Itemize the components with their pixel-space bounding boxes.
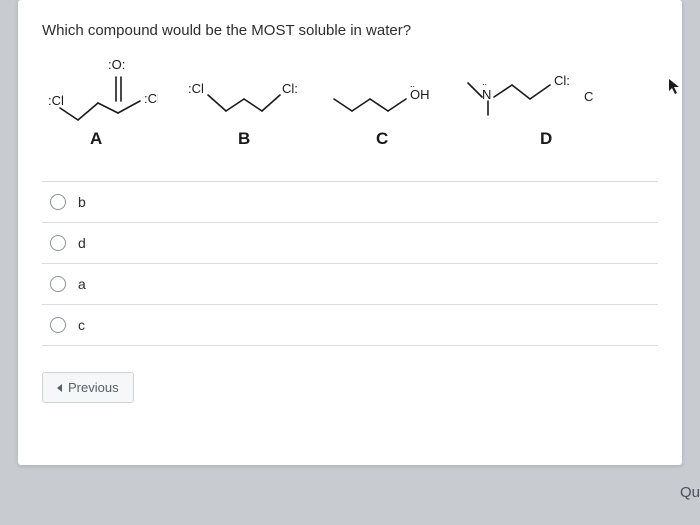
radio-icon[interactable] bbox=[50, 194, 66, 210]
compound-b-label: B bbox=[238, 129, 250, 149]
option-label: d bbox=[78, 235, 86, 251]
radio-icon[interactable] bbox=[50, 317, 66, 333]
compounds-area: :O: :Cl :Cl A :Cl Cl: B bbox=[48, 53, 658, 163]
compound-c: OH .. C bbox=[326, 53, 446, 145]
quiz-panel: Which compound would be the MOST soluble… bbox=[18, 0, 682, 465]
radio-icon[interactable] bbox=[50, 235, 66, 251]
option-label: a bbox=[78, 276, 86, 292]
atom-c: C bbox=[584, 89, 593, 104]
option-row[interactable]: a bbox=[42, 263, 658, 304]
compound-a: :O: :Cl :Cl A bbox=[48, 53, 158, 145]
compound-b: :Cl Cl: B bbox=[186, 53, 306, 145]
next-fragment: Qu bbox=[680, 484, 700, 501]
compound-c-label: C bbox=[376, 129, 388, 149]
lone-pair: .. bbox=[410, 79, 415, 89]
atom-cl: :Cl bbox=[48, 93, 64, 108]
atom-oh: OH bbox=[410, 87, 430, 102]
previous-button-label: Previous bbox=[68, 380, 119, 395]
chevron-left-icon bbox=[57, 384, 62, 392]
compound-d: N .. Cl: C D bbox=[458, 53, 618, 145]
compound-d-label: D bbox=[540, 129, 552, 149]
option-row[interactable]: d bbox=[42, 222, 658, 263]
question-text: Which compound would be the MOST soluble… bbox=[42, 22, 658, 39]
atom-cl2: :Cl bbox=[144, 91, 158, 106]
atom-o: :O: bbox=[108, 57, 125, 72]
option-label: c bbox=[78, 317, 85, 333]
previous-button[interactable]: Previous bbox=[42, 372, 134, 403]
option-label: b bbox=[78, 194, 86, 210]
options-list: b d a c bbox=[42, 181, 658, 346]
cursor-icon bbox=[668, 78, 682, 96]
atom-n: N bbox=[482, 87, 491, 102]
compound-a-label: A bbox=[90, 129, 102, 149]
atom-cl1: :Cl bbox=[188, 81, 204, 96]
atom-cl2: Cl: bbox=[282, 81, 298, 96]
radio-icon[interactable] bbox=[50, 276, 66, 292]
lone-pair-n: .. bbox=[482, 77, 487, 87]
option-row[interactable]: c bbox=[42, 304, 658, 346]
atom-cld: Cl: bbox=[554, 73, 570, 88]
option-row[interactable]: b bbox=[42, 181, 658, 222]
